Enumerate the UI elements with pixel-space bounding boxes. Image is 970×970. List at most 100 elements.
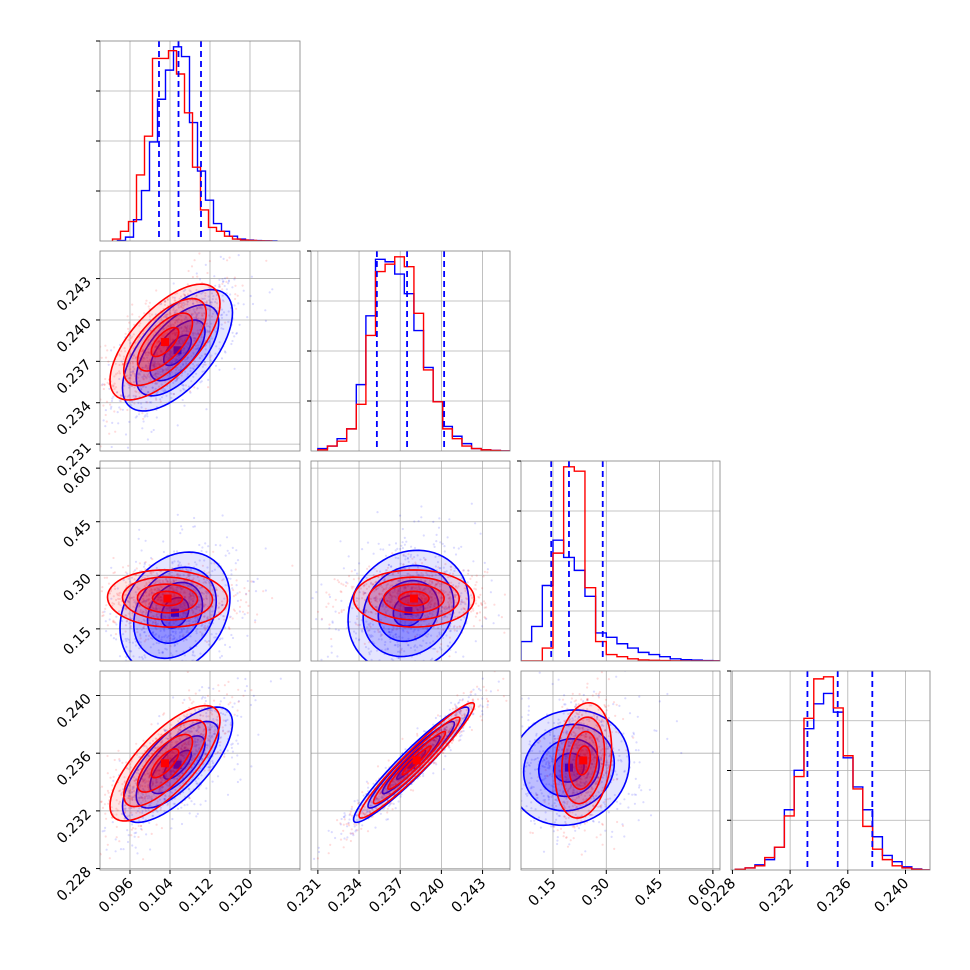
scatter-point: [440, 606, 444, 609]
scatter-point: [233, 304, 236, 307]
scatter-point: [393, 590, 396, 593]
scatter-point: [161, 599, 164, 602]
scatter-point: [399, 613, 402, 616]
scatter-point: [182, 602, 185, 605]
scatter-point: [113, 585, 116, 588]
scatter-point: [175, 378, 178, 381]
scatter-point: [145, 634, 148, 637]
scatter-point: [154, 608, 157, 611]
scatter-point: [104, 409, 107, 412]
scatter-point: [175, 355, 178, 358]
scatter-point: [215, 718, 218, 721]
scatter-point: [433, 675, 435, 677]
scatter-point: [167, 607, 170, 610]
scatter-point: [142, 626, 145, 630]
scatter-point: [156, 586, 159, 589]
scatter-point: [224, 321, 227, 324]
scatter-point: [378, 592, 381, 595]
scatter-point: [129, 626, 132, 630]
scatter-point: [182, 293, 185, 296]
scatter-point: [165, 648, 168, 651]
scatter-point: [189, 604, 192, 607]
scatter-point: [475, 612, 479, 615]
scatter-point: [370, 680, 372, 682]
scatter-point: [208, 339, 211, 343]
scatter-point: [369, 625, 372, 629]
scatter-point: [136, 631, 139, 634]
scatter-point: [133, 372, 136, 376]
scatter-point: [207, 545, 210, 548]
scatter-point: [217, 606, 221, 609]
scatter-point: [204, 680, 206, 682]
scatter-point: [164, 332, 167, 335]
scatter-point: [173, 579, 176, 582]
scatter-point: [213, 636, 216, 639]
scatter-point: [116, 592, 119, 595]
scatter-point: [151, 606, 154, 609]
scatter-point: [113, 387, 116, 390]
scatter-point: [176, 513, 179, 516]
scatter-point: [180, 303, 184, 306]
scatter-point: [391, 598, 394, 601]
scatter-point: [230, 573, 233, 576]
scatter-point: [181, 398, 184, 402]
scatter-point: [177, 728, 181, 731]
scatter-point: [322, 703, 324, 705]
scatter-point: [440, 643, 443, 646]
scatter-point: [210, 354, 213, 357]
scatter-point: [173, 607, 176, 610]
scatter-point: [211, 709, 214, 712]
scatter-point: [141, 349, 144, 353]
scatter-point: [195, 584, 198, 587]
scatter-point: [463, 607, 466, 611]
scatter-point: [116, 587, 119, 590]
scatter-point: [115, 598, 118, 602]
scatter-point: [222, 280, 225, 283]
scatter-point: [125, 767, 128, 770]
scatter-point: [370, 658, 373, 661]
scatter-point: [115, 638, 118, 641]
scatter-point: [143, 599, 146, 602]
scatter-point: [375, 570, 378, 573]
scatter-point: [196, 686, 198, 688]
scatter-point: [424, 588, 428, 591]
scatter-point: [192, 721, 195, 724]
scatter-point: [203, 626, 206, 629]
scatter-point: [200, 549, 203, 553]
scatter-point: [197, 787, 200, 791]
scatter-point: [164, 577, 167, 581]
scatter-point: [179, 604, 182, 607]
scatter-point: [422, 639, 425, 642]
scatter-point: [193, 339, 196, 342]
scatter-point: [200, 774, 203, 777]
scatter-panel-p1-p2: [311, 461, 510, 705]
scatter-point: [131, 617, 134, 620]
scatter-point: [159, 600, 162, 603]
scatter-point: [169, 773, 172, 776]
scatter-point: [127, 498, 129, 500]
scatter-point: [431, 574, 434, 578]
scatter-point: [480, 625, 484, 628]
scatter-point: [228, 627, 231, 631]
scatter-point: [398, 580, 401, 583]
scatter-point: [148, 315, 151, 318]
scatter-point: [216, 775, 220, 778]
scatter-point: [374, 596, 377, 599]
scatter-point: [125, 614, 128, 617]
scatter-point: [144, 781, 147, 784]
scatter-point: [127, 386, 131, 389]
scatter-point: [163, 388, 166, 391]
scatter-point: [254, 590, 258, 593]
scatter-point: [390, 658, 393, 661]
scatter-point: [134, 600, 137, 603]
scatter-point: [182, 574, 185, 577]
scatter-point: [429, 599, 433, 602]
scatter-point: [175, 319, 179, 322]
scatter-point: [195, 672, 197, 674]
scatter-point: [453, 569, 456, 573]
scatter-point: [183, 654, 186, 657]
scatter-point: [474, 522, 477, 525]
scatter-point: [402, 630, 405, 633]
scatter-point: [122, 358, 125, 361]
scatter-point: [457, 547, 460, 550]
